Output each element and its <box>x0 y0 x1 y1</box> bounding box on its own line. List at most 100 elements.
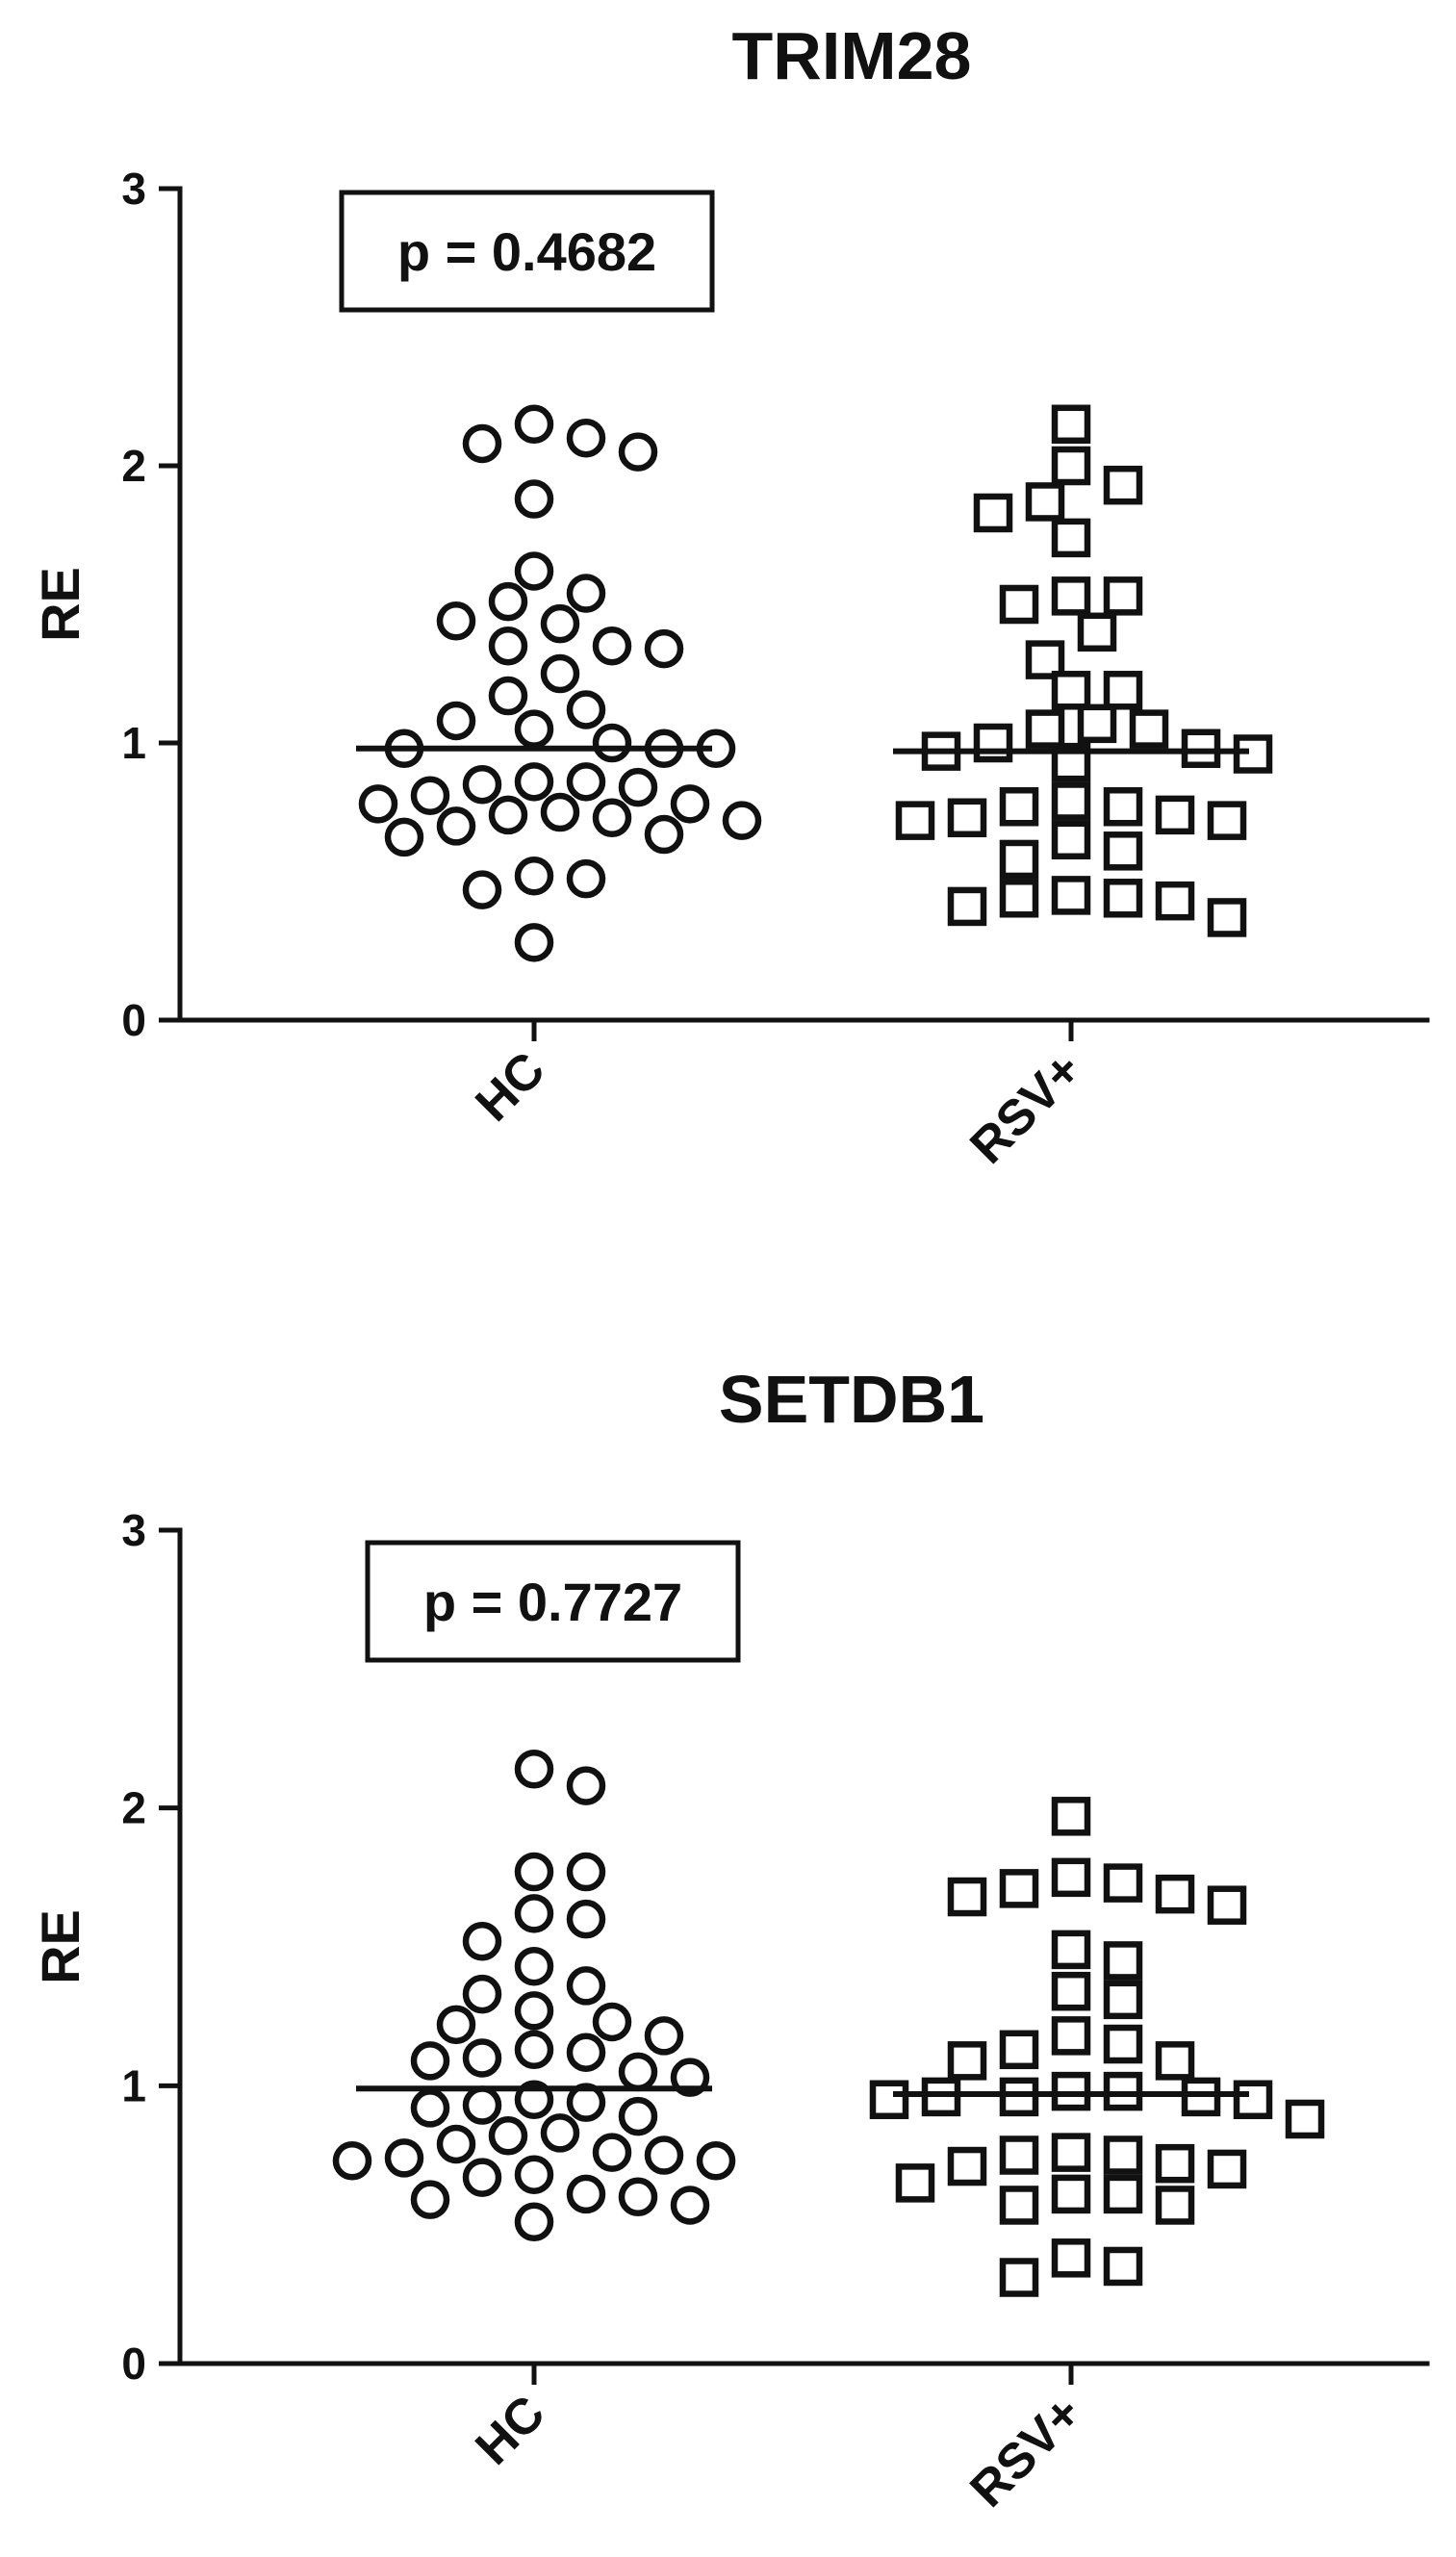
data-point-hc <box>644 814 684 855</box>
data-point-rsv <box>1155 795 1195 835</box>
data-point-rsv <box>999 2186 1039 2225</box>
data-point-rsv <box>1155 2041 1195 2081</box>
data-point-hc <box>566 1899 606 1939</box>
data-point-rsv <box>1051 576 1091 616</box>
data-point-rsv <box>1051 820 1091 860</box>
data-point-rsv <box>1155 2186 1195 2225</box>
data-point-hc <box>618 767 658 807</box>
data-point-rsv <box>1051 1857 1091 1898</box>
data-point-hc <box>618 2052 658 2092</box>
data-point-rsv <box>895 2163 935 2203</box>
data-point-hc <box>514 479 554 519</box>
data-point-rsv <box>1207 898 1247 937</box>
data-point-hc <box>436 2124 476 2164</box>
data-point-hc <box>514 551 554 591</box>
data-point-hc <box>436 601 476 641</box>
data-point-rsv <box>973 493 1013 533</box>
data-point-rsv <box>1051 404 1091 445</box>
data-point-hc <box>488 676 528 716</box>
y-tick-label: 2 <box>121 1783 146 1833</box>
data-point-rsv <box>1155 1874 1195 1914</box>
data-point-rsv <box>1207 2149 1247 2189</box>
data-point-hc <box>514 1852 554 1892</box>
data-point-rsv <box>1051 518 1091 558</box>
data-point-hc <box>514 2030 554 2070</box>
data-point-hc <box>410 2180 450 2219</box>
x-tick-label: HC <box>465 2385 555 2475</box>
y-tick-label: 0 <box>121 995 146 1045</box>
data-point-hc <box>514 404 554 445</box>
y-tick-label: 3 <box>121 1505 146 1555</box>
data-point-rsv <box>947 1877 987 1917</box>
p-value-label: p = 0.4682 <box>397 221 656 282</box>
data-point-hc <box>410 2041 450 2081</box>
data-point-hc <box>488 795 528 835</box>
data-point-hc <box>618 2096 658 2136</box>
data-point-hc <box>696 2141 736 2181</box>
data-point-hc <box>566 1766 606 1805</box>
data-point-hc <box>540 2113 580 2153</box>
data-point-hc <box>566 2174 606 2214</box>
data-point-hc <box>514 2202 554 2242</box>
data-point-rsv <box>1207 1885 1247 1925</box>
data-point-hc <box>488 2116 528 2156</box>
data-point-hc <box>514 762 554 802</box>
data-point-hc <box>358 784 398 824</box>
data-point-rsv <box>1207 801 1247 840</box>
data-point-rsv <box>947 886 987 927</box>
data-point-hc <box>514 2155 554 2194</box>
data-point-rsv <box>1025 640 1065 679</box>
data-point-rsv <box>1051 2174 1091 2214</box>
data-point-rsv <box>999 2135 1039 2175</box>
data-point-rsv <box>1103 576 1143 616</box>
data-point-hc <box>514 1991 554 2031</box>
data-point-hc <box>566 762 606 802</box>
data-point-hc <box>644 2135 684 2175</box>
y-tick-label: 2 <box>121 441 146 491</box>
data-point-rsv <box>1103 2024 1143 2064</box>
data-point-hc <box>332 2141 372 2181</box>
data-point-rsv <box>1103 2174 1143 2214</box>
data-point-rsv <box>1155 881 1195 921</box>
data-point-hc <box>462 2158 502 2197</box>
p-value-label: p = 0.7727 <box>423 1572 682 1632</box>
y-tick-label: 1 <box>121 718 146 768</box>
data-point-hc <box>540 792 580 832</box>
data-point-rsv <box>1051 1797 1091 1836</box>
data-point-rsv <box>1051 2238 1091 2278</box>
chart-title: SETDB1 <box>719 1362 984 1437</box>
data-point-rsv <box>1051 1930 1091 1970</box>
data-point-hc <box>592 798 632 838</box>
data-point-rsv <box>1103 786 1143 827</box>
data-point-hc <box>462 2085 502 2125</box>
data-point-rsv <box>1103 1863 1143 1903</box>
data-point-rsv <box>1129 709 1169 749</box>
data-point-hc <box>566 690 606 729</box>
data-point-rsv <box>1051 1971 1091 2011</box>
data-point-hc <box>384 817 424 857</box>
data-point-hc <box>462 764 502 805</box>
data-point-rsv <box>1051 446 1091 486</box>
data-point-hc <box>670 2058 710 2097</box>
data-point-rsv <box>1051 781 1091 821</box>
data-point-hc <box>462 423 502 464</box>
data-point-hc <box>592 2002 632 2042</box>
data-point-hc <box>436 2005 476 2045</box>
chart-panel-2: SETDB1 0 1 2 3 RE HC RSV+ p = 0.7727 <box>30 1362 1430 2519</box>
data-point-hc <box>488 626 528 666</box>
data-point-hc <box>514 1946 554 1986</box>
data-point-rsv <box>999 879 1039 918</box>
data-point-rsv <box>1051 876 1091 915</box>
y-tick-label: 3 <box>121 164 146 214</box>
data-point-rsv <box>973 723 1013 763</box>
data-point-rsv <box>1051 2133 1091 2172</box>
data-point-rsv <box>1103 2135 1143 2175</box>
data-point-rsv <box>999 839 1039 880</box>
data-point-rsv <box>1025 709 1065 749</box>
data-point-hc <box>592 2133 632 2172</box>
data-point-rsv <box>947 2146 987 2186</box>
data-point-hc <box>462 1921 502 1961</box>
data-point-hc <box>462 870 502 909</box>
data-point-rsv <box>1285 2099 1325 2139</box>
